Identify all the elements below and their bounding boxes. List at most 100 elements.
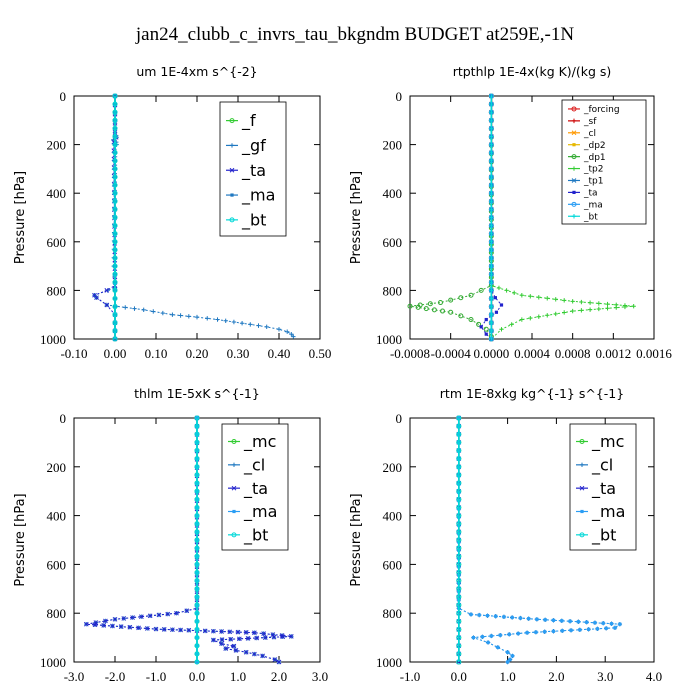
- series-ma-marker: [507, 632, 511, 636]
- legend-entry-ma: _ma: [228, 502, 277, 522]
- series-ta-marker: [243, 630, 249, 635]
- series-ta-marker: [165, 611, 171, 617]
- legend-swatch-marker: [579, 485, 585, 491]
- y-tick-label: 600: [47, 557, 67, 572]
- series-bt-marker: [194, 561, 200, 567]
- series-ma-marker: [494, 614, 498, 618]
- series-ta-marker: [270, 632, 276, 637]
- series-ma-marker: [489, 634, 493, 638]
- y-tick-label: 0: [396, 89, 403, 104]
- series-ta-marker: [153, 626, 159, 632]
- series-bt-marker: [489, 247, 494, 253]
- legend-label: _dp2: [583, 141, 606, 151]
- series-ma-marker: [593, 621, 597, 625]
- series-ma-marker: [471, 636, 476, 640]
- legend-entry-dp2: _dp2: [568, 141, 606, 151]
- series-tp2-marker: [561, 298, 567, 303]
- legend-label: _tp1: [583, 177, 603, 187]
- series-ma-marker: [485, 614, 490, 618]
- legend-label: _cl: [591, 455, 613, 475]
- legend-label: _forcing: [583, 105, 620, 115]
- series-bt-marker: [112, 263, 118, 269]
- series-ma-marker: [506, 660, 510, 664]
- legend-label: _mc: [243, 432, 276, 452]
- legend-label: _ma: [583, 200, 603, 210]
- series-tp2-marker: [622, 304, 628, 310]
- panel-title: thlm 1E-5xK s^{-1}: [134, 386, 260, 401]
- series-bt-marker: [194, 529, 200, 535]
- legend-swatch-marker: [571, 166, 577, 171]
- legend-label: _ma: [241, 186, 275, 206]
- series-bt-marker: [112, 93, 118, 99]
- series-bt-marker: [489, 336, 494, 342]
- legend-label: _f: [241, 111, 256, 131]
- legend-entry-tp1: _tp1: [568, 177, 603, 187]
- legend-swatch-marker: [231, 532, 237, 538]
- series-bt-marker: [489, 312, 494, 317]
- y-tick-label: 1000: [40, 655, 66, 670]
- x-tick-label: 3.0: [312, 669, 328, 684]
- series-ta-marker: [136, 625, 141, 631]
- panel-um: um 1E-4xm s^{-2} -0.10 0.00 0.10 0.20 0.30 0.4…: [13, 64, 331, 361]
- panel-title: um 1E-4xm s^{-2}: [136, 64, 257, 79]
- series-ma-marker: [518, 616, 523, 620]
- x-tick-label: 0.0: [451, 669, 467, 684]
- series-ta-marker: [245, 636, 251, 641]
- series-bt-marker: [489, 223, 494, 228]
- series-ta-marker: [261, 631, 266, 636]
- legend-label: _bt: [591, 525, 616, 545]
- legend-entry-bt: _bt: [226, 210, 266, 230]
- series-bt-marker: [489, 288, 494, 293]
- legend-entry-mc: _mc: [228, 432, 276, 452]
- x-tick-label: -2.0: [105, 669, 126, 684]
- legend-entry-ma: _ma: [568, 200, 603, 210]
- legend-entry-f: _f: [226, 111, 256, 131]
- series-ta-marker: [161, 627, 167, 632]
- series-dp1-marker: [468, 292, 474, 298]
- series-tp2-marker: [545, 313, 550, 318]
- series-bt-marker: [456, 570, 462, 576]
- series-ma-marker: [568, 619, 572, 623]
- series-ma-marker: [576, 620, 580, 624]
- series-bt-marker: [112, 312, 118, 318]
- legend-label: _ta: [591, 479, 616, 499]
- series-ta-marker: [288, 634, 294, 639]
- series-bt-marker: [194, 618, 200, 624]
- series-bt: [112, 93, 118, 342]
- series-ta-marker: [156, 612, 162, 618]
- series-bt-marker: [456, 456, 462, 462]
- series-bt-marker: [194, 570, 200, 576]
- series-bt-marker: [194, 472, 200, 478]
- series-ta-marker: [484, 332, 488, 336]
- series-bt-marker: [456, 586, 462, 592]
- series-bt-marker: [194, 537, 200, 543]
- series-ta-line: [93, 96, 117, 339]
- legend-swatch-marker: [571, 106, 577, 112]
- series-bt-marker: [112, 215, 118, 220]
- series-bt-marker: [456, 513, 462, 519]
- y-tick-label: 0: [60, 411, 67, 426]
- series-bt-marker: [456, 594, 462, 600]
- series-bt-marker: [194, 586, 200, 592]
- series-bt-marker: [489, 215, 494, 220]
- series-ta-marker: [139, 614, 144, 620]
- series-tp2-marker: [553, 297, 558, 302]
- series-bt-marker: [489, 280, 494, 285]
- legend-swatch-marker: [571, 201, 577, 207]
- series-bt-marker: [112, 150, 118, 156]
- legend-entry-ta: _ta: [226, 161, 266, 181]
- y-tick-label: 400: [47, 509, 67, 524]
- series-gf-marker: [289, 331, 294, 337]
- series-bt-marker: [194, 415, 200, 421]
- series-bt-marker: [456, 431, 462, 437]
- series-bt-marker: [112, 182, 118, 188]
- series-tp2-marker: [545, 296, 550, 301]
- series-ta-marker: [170, 627, 175, 633]
- series-gf-marker: [123, 305, 128, 310]
- series-ta-marker: [130, 615, 135, 620]
- series-ma-marker: [496, 645, 500, 649]
- legend-swatch-marker: [571, 214, 577, 219]
- y-axis-label: Pressure [hPa]: [13, 493, 28, 586]
- series-bt-marker: [489, 134, 494, 139]
- series-bt-marker: [489, 199, 494, 204]
